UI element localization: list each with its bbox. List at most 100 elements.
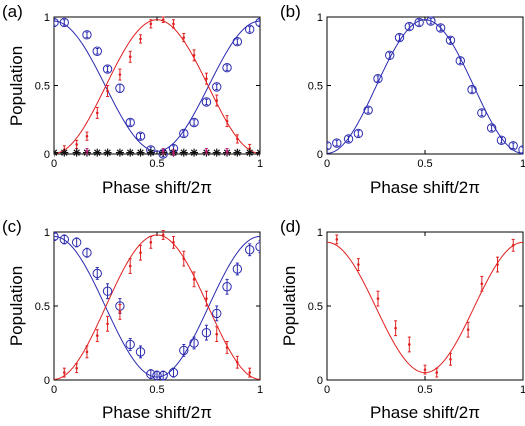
data-point-dot [118, 310, 122, 314]
data-point-dot [435, 371, 439, 374]
x-axis-label: Phase shift/2π [102, 178, 212, 197]
x-tick-label: 1 [520, 384, 525, 396]
data-point-dot [205, 149, 208, 153]
x-tick-label: 1 [257, 384, 263, 396]
data-point-circle [168, 367, 179, 378]
data-point-star [136, 148, 145, 157]
fit-curve [54, 19, 260, 154]
data-point-dot [215, 99, 219, 102]
data-point-circle [404, 21, 415, 32]
data-point-circle [394, 32, 405, 43]
data-point-circle [201, 327, 212, 338]
panel-label: (a) [2, 2, 23, 21]
data-point-star [126, 148, 135, 157]
data-point-circle [71, 237, 82, 248]
data-point-dot [95, 111, 99, 115]
data-point-dot [205, 297, 208, 300]
data-point-star [190, 148, 199, 157]
data-point-dot [128, 264, 132, 268]
x-tick-label: 0.5 [417, 158, 432, 170]
data-point-dot [85, 350, 89, 354]
data-point-star [233, 148, 242, 157]
plot-frame [326, 16, 524, 155]
data-point-circle [245, 245, 255, 255]
data-point-circle [496, 135, 507, 146]
data-point-dot [106, 89, 109, 93]
data-point-circle [477, 108, 487, 118]
data-point-dot [172, 241, 175, 244]
x-tick-label: 0.5 [417, 384, 432, 396]
x-tick-label: 0 [51, 384, 57, 396]
data-point-circle [327, 141, 332, 151]
y-tick-label: 1 [317, 227, 323, 239]
data-point-dot [161, 149, 165, 153]
data-point-circle [426, 16, 436, 26]
data-point-dot [161, 233, 165, 237]
x-axis-label: Phase shift/2π [370, 403, 480, 422]
data-point-dot [394, 326, 397, 330]
data-point-circle [435, 23, 446, 33]
data-point-circle [414, 17, 424, 28]
data-point-dot [449, 357, 452, 361]
data-point-circle [201, 97, 212, 107]
y-tick-label: 0.5 [35, 81, 50, 93]
data-point-dot [63, 371, 66, 374]
y-axis-label: Population [7, 266, 26, 346]
x-tick-label: 0 [324, 384, 330, 396]
data-point-star [146, 148, 155, 157]
data-point-circle [189, 117, 199, 128]
data-point-circle [125, 117, 135, 128]
y-tick-label: 0 [317, 149, 323, 161]
data-point-circle [102, 64, 113, 74]
data-point-dot [172, 22, 175, 26]
data-point-star [245, 148, 254, 157]
data-point-dot [511, 244, 515, 247]
data-point-circle [115, 83, 125, 93]
data-point-dot [335, 238, 339, 241]
data-point-circle [92, 46, 102, 56]
data-point-circle [125, 339, 135, 350]
data-point-circle [135, 347, 146, 357]
data-point-dot [248, 371, 251, 374]
data-point-star [60, 148, 69, 157]
data-point-circle [54, 231, 59, 242]
data-point-circle [486, 123, 497, 133]
data-point-dot [480, 282, 484, 286]
data-point-circle [445, 35, 456, 45]
plot-area [327, 16, 523, 155]
y-tick-label: 1 [44, 227, 50, 239]
data-point-circle [363, 105, 373, 115]
data-point-dot [85, 149, 89, 153]
data-point-star [54, 148, 58, 157]
data-point-dot [225, 346, 229, 349]
data-point-dot [182, 257, 186, 260]
data-point-dot [248, 147, 251, 150]
data-point-circle [92, 268, 102, 279]
plot-area [54, 16, 260, 159]
data-point-circle [54, 17, 59, 28]
y-tick-label: 0 [44, 375, 50, 387]
data-point-circle [373, 73, 383, 84]
data-point-circle [455, 56, 465, 66]
data-point-dot [225, 149, 229, 153]
data-point-dot [85, 134, 89, 138]
data-point-dot [172, 151, 175, 154]
data-point-circle [467, 84, 477, 95]
data-point-dot [75, 366, 78, 370]
panel-label: (d) [280, 217, 301, 236]
x-tick-label: 1 [257, 158, 263, 170]
data-point-dot [423, 368, 427, 371]
data-point-circle [245, 24, 255, 35]
data-point-dot [236, 137, 239, 141]
data-point-circle [158, 370, 168, 381]
data-point-star [179, 148, 188, 157]
panel-label: (c) [2, 217, 22, 236]
fit-curve [327, 241, 523, 374]
data-point-dot [408, 343, 411, 346]
data-point-circle [102, 286, 113, 296]
data-point-star [212, 148, 221, 157]
x-tick-label: 0.5 [149, 384, 164, 396]
data-point-circle [179, 345, 189, 356]
data-point-circle [135, 131, 146, 141]
